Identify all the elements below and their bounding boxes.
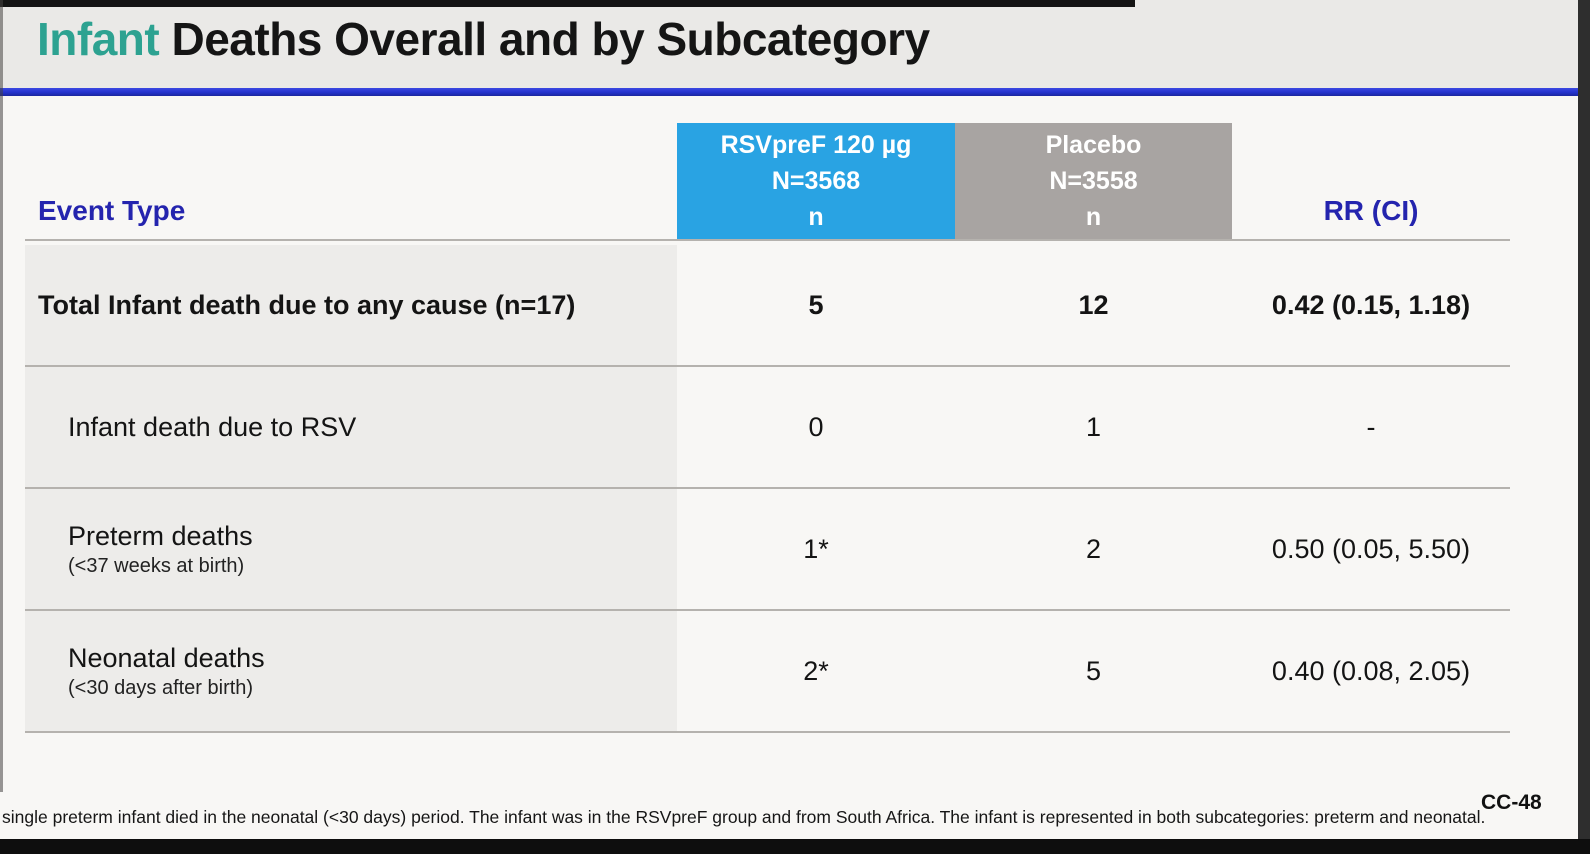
footnote-text: single preterm infant died in the neonat… (2, 807, 1486, 827)
rsv-death-rsvpref-value: 0 (677, 367, 955, 489)
table-row-label-neonatal: Neonatal deaths (<30 days after birth) (25, 611, 677, 733)
table-row-label-total: Total Infant death due to any cause (n=1… (25, 245, 677, 367)
rsvpref-header-count-label: n (808, 203, 824, 232)
video-frame-right-bar (1578, 0, 1590, 854)
column-header-rr-ci: RR (CI) (1232, 123, 1510, 241)
row-sublabel-text: (<30 days after birth) (68, 676, 254, 699)
preterm-rr-value: 0.50 (0.05, 5.50) (1232, 489, 1510, 611)
row-label-text: Preterm deaths (68, 520, 253, 551)
slide-title-highlight: Infant (37, 13, 160, 65)
video-frame-bottom-bar (0, 839, 1590, 854)
slide-page-number: CC-48 (1481, 791, 1542, 814)
table-row-label-rsv-death: Infant death due to RSV (25, 367, 677, 489)
placebo-header-count-label: n (1085, 203, 1102, 232)
video-frame-top-bar (0, 0, 1135, 7)
rsvpref-header-name: RSVpreF 120 µg (720, 130, 912, 159)
total-rr-value: 0.42 (0.15, 1.18) (1232, 245, 1510, 367)
placebo-header-n: N=3558 (1049, 166, 1138, 195)
column-header-event-type: Event Type (25, 123, 677, 241)
column-header-placebo: Placebo N=3558 n (955, 123, 1232, 241)
rsvpref-header-n: N=3568 (771, 166, 861, 195)
rsv-death-rr-value: - (1232, 367, 1510, 489)
slide-title-rest: Deaths Overall and by Subcategory (159, 13, 930, 65)
row-label-text: Infant death due to RSV (68, 411, 357, 442)
row-label-text: Neonatal deaths (68, 642, 265, 673)
placebo-header-name: Placebo (1045, 130, 1142, 159)
neonatal-placebo-value: 5 (955, 611, 1232, 733)
neonatal-rr-value: 0.40 (0.08, 2.05) (1232, 611, 1510, 733)
row-sublabel-text: (<37 weeks at birth) (68, 554, 245, 577)
slide-title: Infant Deaths Overall and by Subcategory (37, 12, 930, 66)
title-divider-rule (0, 88, 1590, 96)
title-band (0, 0, 1590, 88)
infant-deaths-table: Event Type RSVpreF 120 µg N=3568 n Place… (25, 123, 1510, 733)
row-label-text: Total Infant death due to any cause (n=1… (38, 289, 576, 320)
neonatal-rsvpref-value: 2* (677, 611, 955, 733)
rsv-death-placebo-value: 1 (955, 367, 1232, 489)
video-frame-left-edge (0, 0, 3, 792)
total-placebo-value: 12 (955, 245, 1232, 367)
table-row-label-preterm: Preterm deaths (<37 weeks at birth) (25, 489, 677, 611)
total-rsvpref-value: 5 (677, 245, 955, 367)
preterm-placebo-value: 2 (955, 489, 1232, 611)
column-header-rsvpref: RSVpreF 120 µg N=3568 n (677, 123, 955, 241)
preterm-rsvpref-value: 1* (677, 489, 955, 611)
